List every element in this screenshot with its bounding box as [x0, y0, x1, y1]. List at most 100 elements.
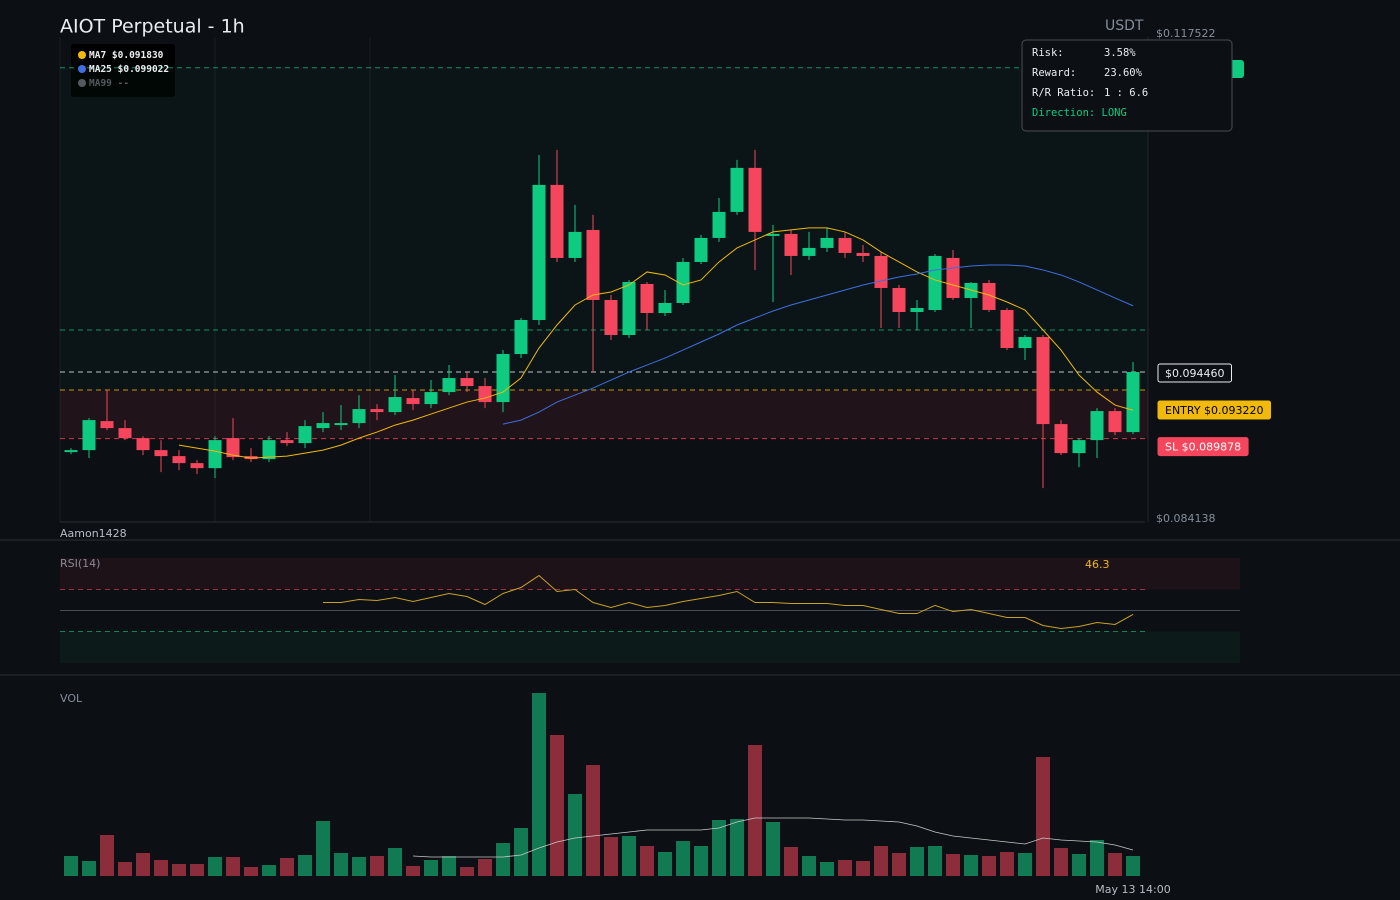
y-tick-label: $0.084138 [1156, 512, 1216, 525]
legend-label: MA7 $0.091830 [89, 50, 164, 61]
candle-body [1036, 337, 1050, 425]
candle-body [622, 281, 636, 336]
volume-bar [1108, 853, 1122, 876]
volume-ma-line [412, 817, 1134, 858]
volume-bar [622, 836, 636, 876]
candle-body [694, 237, 708, 262]
volume-bar [208, 857, 222, 876]
candle-body [370, 409, 384, 413]
candle-body [766, 233, 780, 236]
candle-body [928, 255, 942, 310]
volume-bar [1054, 848, 1068, 876]
volume-bar [1018, 853, 1032, 876]
candle-body [1090, 411, 1104, 441]
candle-body [586, 229, 600, 300]
volume-bar [658, 852, 672, 876]
candle-body [406, 398, 420, 405]
legend-value: $0.091830 [112, 50, 164, 61]
legend-name: MA25 [89, 64, 112, 75]
volume-bar [856, 861, 870, 876]
rsi-line [323, 574, 1134, 629]
candle-body [298, 426, 312, 444]
volume-bar [190, 864, 204, 876]
candle-body [712, 211, 726, 238]
candle-body [568, 231, 582, 258]
price-label-box [1157, 437, 1249, 457]
volume-bar [370, 856, 384, 876]
candle-body [658, 302, 672, 314]
volume-bar [298, 855, 312, 876]
panel-value: 3.58% [1104, 47, 1136, 59]
candle-body [388, 397, 402, 413]
candle-body [154, 450, 168, 457]
volume-bar [838, 860, 852, 876]
risk-zone [60, 390, 1148, 439]
volume-bar [928, 846, 942, 876]
volume-bar [100, 835, 114, 876]
overbought-zone [60, 558, 1240, 590]
volume-bar [1072, 854, 1086, 876]
candle-body [1054, 424, 1068, 454]
panel-title: VOL [60, 692, 83, 705]
volume-bar [154, 860, 168, 876]
volume-bar [244, 867, 258, 876]
candle-body [838, 237, 852, 253]
candle-body [424, 392, 438, 405]
volume-bar [874, 846, 888, 876]
volume-bar [550, 735, 564, 876]
volume-bar [676, 841, 690, 876]
volume-bar [1090, 840, 1104, 876]
candle-body [262, 440, 276, 460]
candle-body [856, 252, 870, 256]
candle-body [550, 184, 564, 258]
price-label: $0.094460 [1165, 367, 1225, 380]
panel-label: Risk: [1032, 47, 1064, 59]
volume-bar [1036, 757, 1050, 876]
candle-body [820, 237, 834, 248]
volume-bar [172, 864, 186, 876]
candle-body [640, 283, 654, 314]
volume-bar [784, 847, 798, 876]
legend-value: -- [118, 78, 129, 89]
legend-value: $0.099022 [118, 64, 169, 75]
volume-bar [982, 856, 996, 876]
legend-swatch [78, 79, 86, 87]
candle-body [1018, 337, 1032, 349]
panel-label: R/R Ratio: [1032, 87, 1095, 99]
candle-body [460, 378, 474, 387]
price-label: SL $0.089878 [1165, 441, 1241, 454]
volume-bar [496, 843, 510, 876]
candle-body [802, 247, 816, 256]
volume-bar [514, 828, 528, 876]
legend-label: MA99 -- [89, 78, 129, 89]
candle-body [280, 440, 294, 444]
reward-zone [60, 68, 1148, 390]
candle-body [208, 440, 222, 469]
panel-direction: Direction: LONG [1032, 107, 1127, 119]
panel-value: 23.60% [1104, 67, 1143, 79]
candle-body [514, 320, 528, 355]
chart-title: AIOT Perpetual - 1h [60, 16, 245, 38]
candle-body [748, 167, 762, 232]
volume-bar [640, 846, 654, 876]
y-axis-label: USDT [1105, 18, 1144, 34]
candle-body [1126, 372, 1140, 433]
candle-body [226, 438, 240, 458]
volume-bar [226, 857, 240, 876]
volume-bar [586, 765, 600, 876]
volume-bar [460, 867, 474, 876]
volume-bar [1126, 856, 1140, 876]
volume-bar [118, 862, 132, 876]
volume-bar [64, 856, 78, 876]
legend-swatch [78, 65, 86, 73]
legend-name: MA7 [89, 50, 106, 61]
volume-bar [712, 820, 726, 876]
volume-bar [910, 847, 924, 876]
volume-bar [334, 853, 348, 876]
candle-body [316, 423, 330, 429]
candle-body [334, 423, 348, 426]
volume-bar [442, 856, 456, 876]
volume-bar [604, 837, 618, 876]
volume-bar [946, 854, 960, 876]
